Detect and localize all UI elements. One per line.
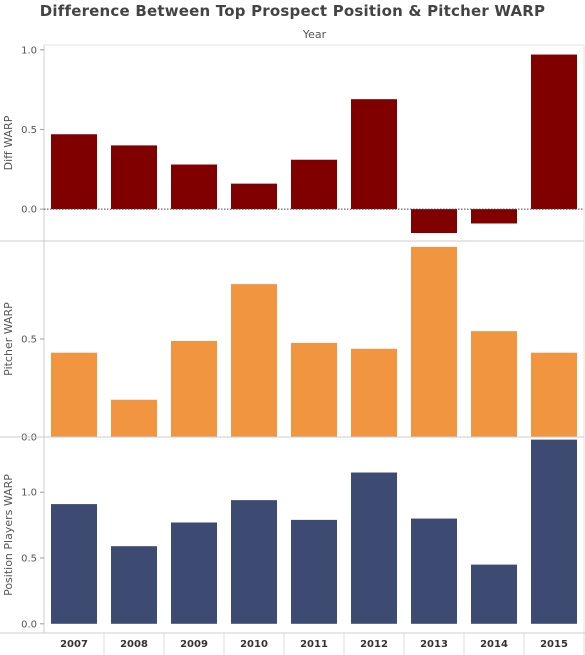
bar	[51, 352, 97, 437]
x-axis-header: Year	[302, 28, 327, 41]
bar	[291, 159, 337, 210]
bar	[291, 519, 337, 624]
bar	[291, 342, 337, 437]
bar	[231, 500, 277, 624]
bar	[411, 209, 457, 234]
bar	[51, 504, 97, 624]
y-tick-label: 1.0	[21, 45, 37, 56]
x-category-label: 2014	[480, 639, 508, 650]
bar	[231, 183, 277, 210]
bar	[531, 439, 577, 624]
y-tick-label: 1.0	[21, 488, 37, 499]
x-category-label: 2015	[540, 639, 568, 650]
x-category-label: 2007	[60, 639, 88, 650]
y-tick-label: 0.5	[21, 125, 37, 136]
bar	[411, 518, 457, 624]
bar	[411, 246, 457, 437]
bar	[111, 546, 157, 624]
y-axis-title: Diff WARP	[2, 115, 15, 170]
chart-title: Difference Between Top Prospect Position…	[39, 2, 546, 20]
y-tick-label: 0.0	[21, 205, 37, 216]
bar	[531, 54, 577, 210]
bar	[471, 209, 517, 224]
bar	[351, 99, 397, 210]
bar	[231, 284, 277, 437]
bar	[111, 145, 157, 210]
y-tick-label: 0.0	[21, 433, 37, 444]
y-tick-label: 0.5	[21, 335, 37, 346]
bar	[531, 352, 577, 437]
x-category-label: 2013	[420, 639, 448, 650]
x-category-label: 2009	[180, 639, 208, 650]
y-axis-title: Pitcher WARP	[2, 302, 15, 376]
y-tick-label: 0.5	[21, 554, 37, 565]
x-category-label: 2011	[300, 639, 328, 650]
bar	[351, 348, 397, 437]
x-category-label: 2008	[120, 639, 148, 650]
x-category-label: 2010	[240, 639, 268, 650]
bar	[51, 134, 97, 210]
y-tick-label: 0.0	[21, 619, 37, 630]
bar	[171, 340, 217, 437]
bar	[111, 399, 157, 437]
bar	[471, 564, 517, 624]
bar	[471, 331, 517, 437]
bar	[351, 472, 397, 624]
y-axis-title: Position Players WARP	[2, 474, 15, 596]
bar	[171, 522, 217, 624]
bar	[171, 164, 217, 210]
x-category-label: 2012	[360, 639, 388, 650]
